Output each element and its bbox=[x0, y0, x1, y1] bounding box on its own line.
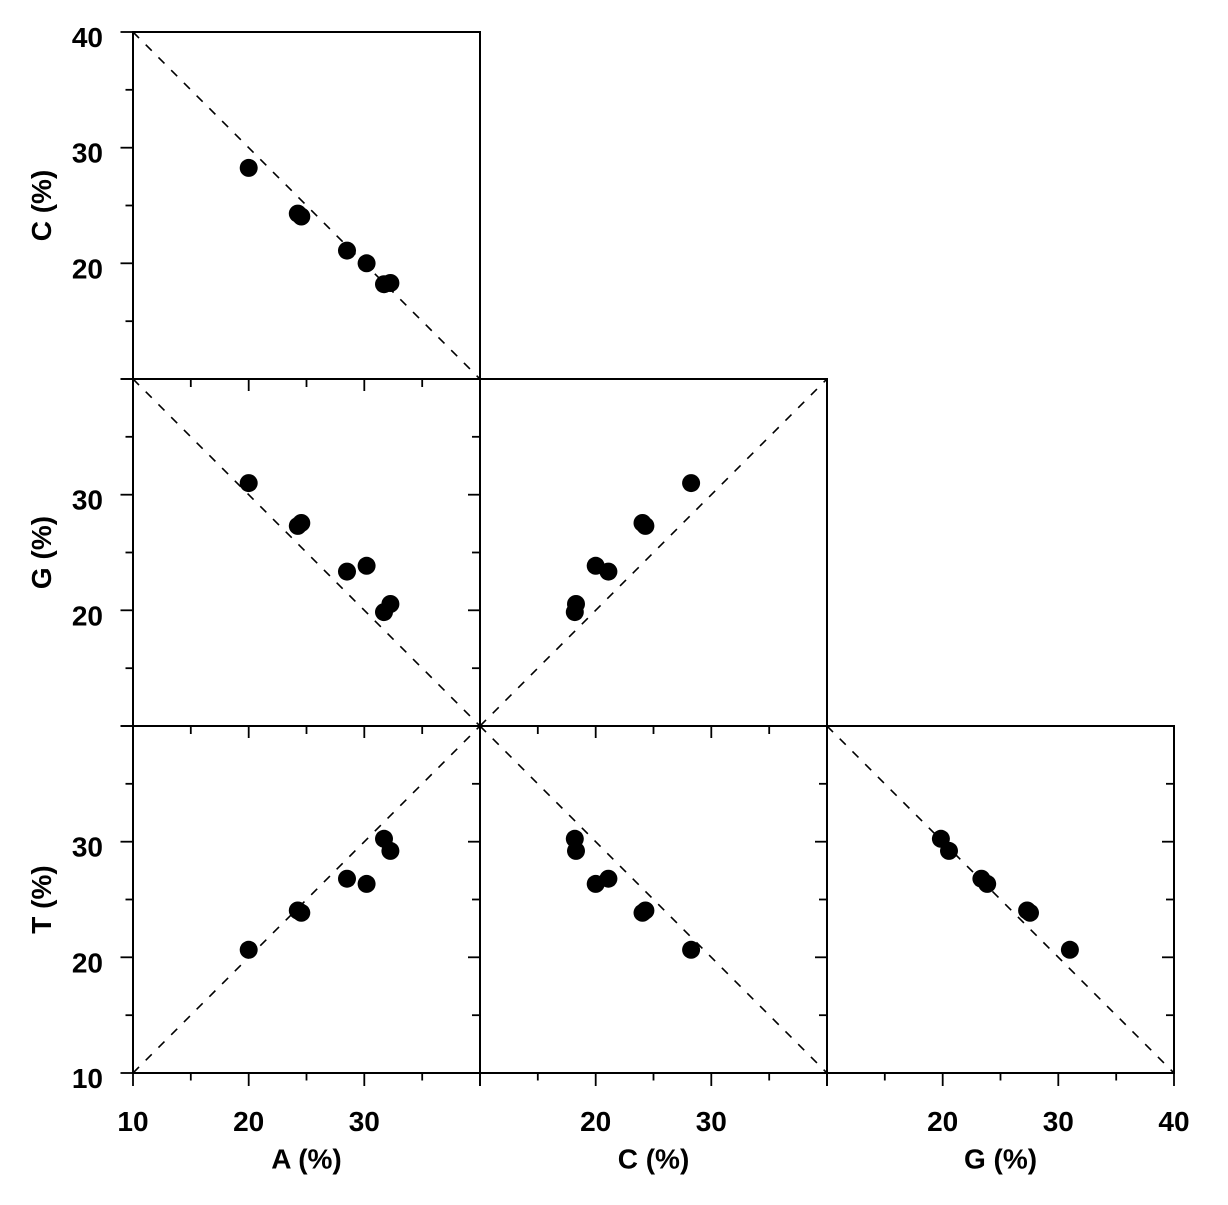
svg-text:30: 30 bbox=[72, 832, 103, 863]
svg-text:C (%): C (%) bbox=[618, 1144, 690, 1175]
svg-text:20: 20 bbox=[72, 253, 103, 284]
svg-text:30: 30 bbox=[72, 485, 103, 516]
svg-text:G (%): G (%) bbox=[26, 516, 57, 589]
svg-text:10: 10 bbox=[72, 1063, 103, 1094]
svg-text:30: 30 bbox=[72, 138, 103, 169]
svg-text:C (%): C (%) bbox=[26, 170, 57, 242]
svg-text:20: 20 bbox=[927, 1106, 958, 1137]
svg-text:40: 40 bbox=[1158, 1106, 1189, 1137]
svg-text:20: 20 bbox=[72, 947, 103, 978]
svg-text:30: 30 bbox=[349, 1106, 380, 1137]
svg-text:A (%): A (%) bbox=[271, 1144, 342, 1175]
svg-text:20: 20 bbox=[580, 1106, 611, 1137]
svg-text:10: 10 bbox=[117, 1106, 148, 1137]
svg-text:30: 30 bbox=[696, 1106, 727, 1137]
svg-text:T (%): T (%) bbox=[26, 865, 57, 933]
svg-text:20: 20 bbox=[72, 600, 103, 631]
svg-text:40: 40 bbox=[72, 22, 103, 53]
svg-text:20: 20 bbox=[233, 1106, 264, 1137]
svg-text:G (%): G (%) bbox=[964, 1144, 1037, 1175]
svg-text:30: 30 bbox=[1043, 1106, 1074, 1137]
